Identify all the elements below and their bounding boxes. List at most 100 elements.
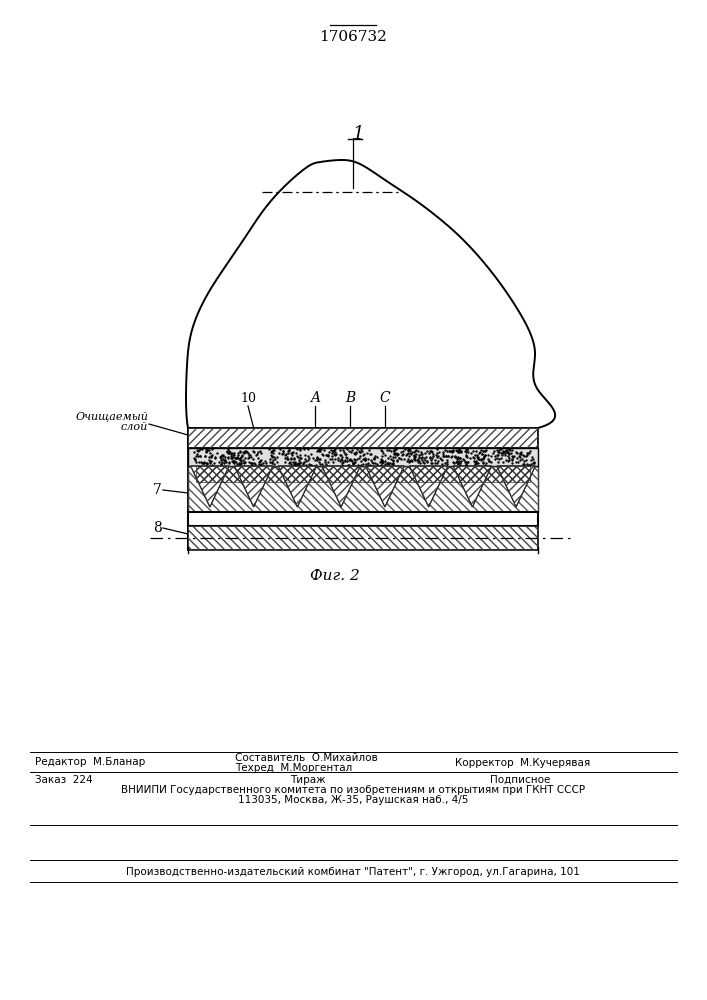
Point — [493, 444, 504, 460]
Point — [359, 450, 370, 466]
Point — [326, 448, 337, 464]
Point — [388, 446, 399, 462]
Point — [518, 448, 530, 464]
Point — [203, 449, 214, 465]
Point — [228, 447, 240, 463]
Text: B: B — [345, 391, 355, 405]
Point — [223, 443, 235, 459]
Point — [475, 452, 486, 468]
Point — [329, 444, 341, 460]
Point — [399, 451, 410, 467]
Point — [284, 455, 295, 471]
Point — [268, 452, 279, 468]
Point — [252, 450, 263, 466]
Point — [238, 455, 249, 471]
Point — [416, 452, 427, 468]
Point — [322, 447, 334, 463]
Point — [404, 445, 415, 461]
Point — [281, 446, 292, 462]
Point — [312, 449, 323, 465]
Point — [407, 444, 418, 460]
Point — [290, 457, 301, 473]
Polygon shape — [497, 466, 535, 507]
Point — [404, 442, 415, 458]
Point — [245, 447, 256, 463]
Point — [355, 441, 366, 457]
Point — [522, 445, 533, 461]
Point — [266, 449, 277, 465]
Point — [277, 443, 288, 459]
Point — [223, 454, 235, 470]
Point — [200, 441, 211, 457]
Point — [426, 443, 437, 459]
Point — [426, 443, 437, 459]
Point — [443, 448, 454, 464]
Point — [258, 455, 269, 471]
Point — [243, 450, 254, 466]
Point — [435, 450, 446, 466]
Point — [226, 453, 238, 469]
Point — [452, 449, 464, 465]
Point — [190, 454, 201, 470]
Point — [421, 443, 432, 459]
Point — [514, 445, 525, 461]
Point — [455, 444, 467, 460]
Point — [293, 449, 304, 465]
Point — [303, 448, 314, 464]
Point — [201, 455, 213, 471]
Point — [354, 444, 366, 460]
Point — [462, 449, 473, 465]
Point — [320, 456, 332, 472]
Point — [467, 449, 479, 465]
Point — [460, 444, 472, 460]
Bar — [188, 428, 538, 448]
Point — [506, 455, 518, 471]
Point — [410, 448, 421, 464]
Point — [305, 446, 316, 462]
Point — [206, 457, 218, 473]
Point — [474, 444, 486, 460]
Point — [215, 456, 226, 472]
Point — [240, 444, 251, 460]
Point — [483, 453, 494, 469]
Point — [293, 455, 304, 471]
Point — [224, 444, 235, 460]
Point — [242, 444, 253, 460]
Point — [472, 455, 484, 471]
Point — [404, 453, 416, 469]
Point — [317, 447, 329, 463]
Point — [333, 450, 344, 466]
Point — [223, 445, 234, 461]
Point — [363, 457, 374, 473]
Point — [243, 447, 255, 463]
Point — [421, 453, 432, 469]
Point — [216, 448, 227, 464]
Point — [264, 451, 275, 467]
Point — [237, 452, 248, 468]
Point — [431, 441, 443, 457]
Point — [447, 443, 458, 459]
Point — [431, 447, 442, 463]
Point — [385, 451, 397, 467]
Point — [288, 450, 300, 466]
Point — [265, 447, 276, 463]
Point — [429, 455, 440, 471]
Point — [189, 452, 200, 468]
Point — [289, 454, 300, 470]
Point — [339, 452, 350, 468]
Point — [478, 449, 489, 465]
Point — [233, 447, 244, 463]
Point — [234, 456, 245, 472]
Point — [332, 452, 344, 468]
Point — [219, 453, 230, 469]
Point — [436, 452, 448, 468]
Point — [293, 456, 304, 472]
Point — [298, 454, 310, 470]
Point — [428, 448, 439, 464]
Point — [360, 456, 371, 472]
Point — [218, 452, 230, 468]
Point — [355, 448, 366, 464]
Point — [219, 452, 230, 468]
Point — [346, 442, 358, 458]
Point — [413, 451, 424, 467]
